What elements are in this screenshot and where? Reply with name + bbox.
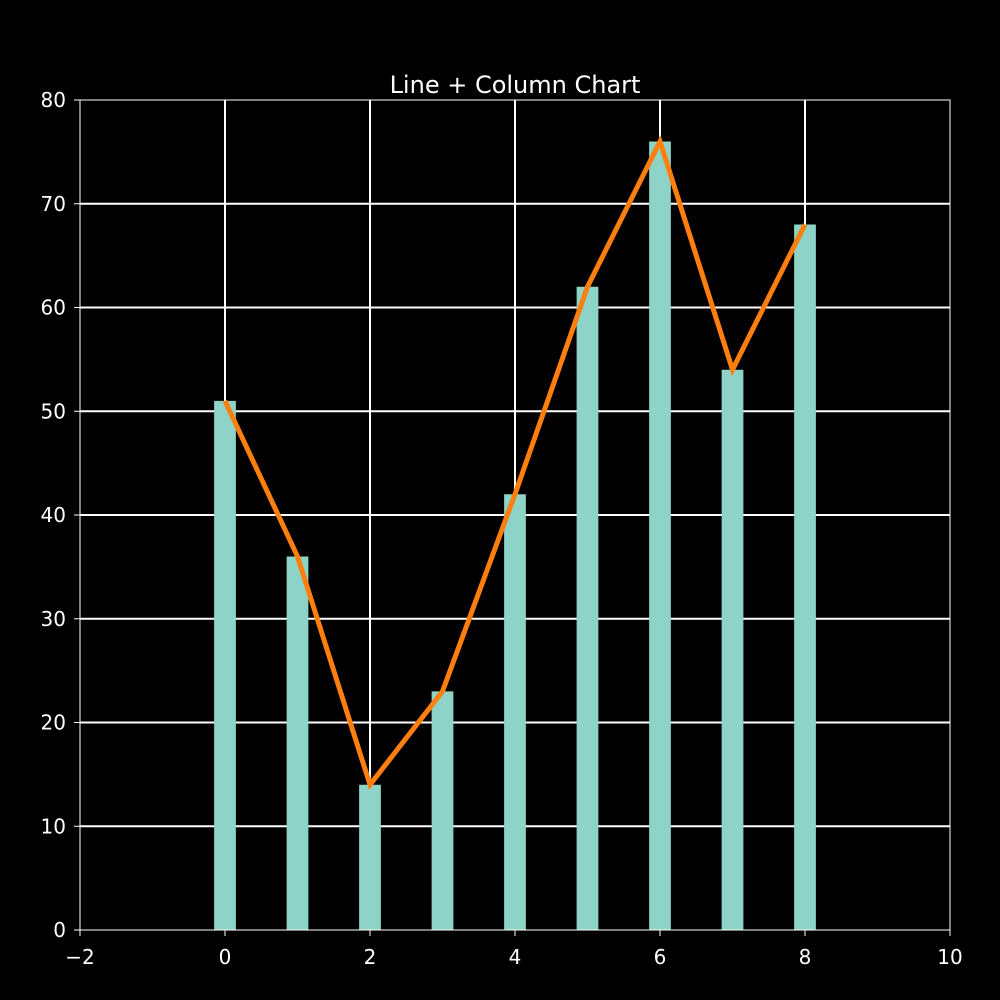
x-tick-label: 8: [799, 945, 812, 969]
x-tick-label: 0: [219, 945, 232, 969]
y-tick-label: 0: [53, 918, 66, 942]
y-tick-label: 70: [41, 192, 66, 216]
bar: [721, 369, 744, 930]
bar: [504, 494, 526, 930]
chart-title: Line + Column Chart: [390, 71, 641, 99]
bar: [214, 400, 236, 930]
y-tick-label: 10: [41, 814, 66, 838]
y-tick-label: 30: [41, 607, 66, 631]
x-tick-label: −2: [65, 945, 94, 969]
x-tick-label: 2: [364, 945, 377, 969]
y-tick-label: 20: [41, 711, 66, 735]
y-tick-label: 40: [41, 503, 66, 527]
x-axis-ticks: −2 0 2 4 6 8 10: [65, 930, 963, 969]
y-axis-ticks: 0 10 20 30 40 50 60 70 80: [41, 88, 80, 942]
bars: [214, 141, 816, 930]
bar: [286, 556, 309, 930]
x-tick-label: 10: [937, 945, 962, 969]
x-tick-label: 4: [509, 945, 522, 969]
line-series: [222, 134, 808, 791]
bar: [359, 784, 381, 930]
bar: [794, 224, 816, 930]
bar: [431, 691, 454, 930]
y-tick-label: 50: [41, 399, 66, 423]
bar: [649, 141, 671, 930]
bar: [576, 286, 599, 930]
y-tick-label: 60: [41, 296, 66, 320]
y-tick-label: 80: [41, 88, 66, 112]
x-tick-label: 6: [654, 945, 667, 969]
